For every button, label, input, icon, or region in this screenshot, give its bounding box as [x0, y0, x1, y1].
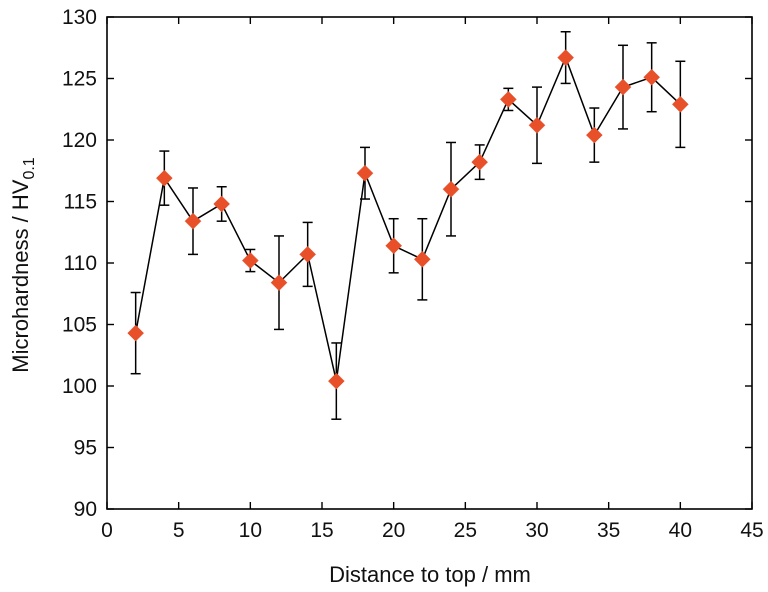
- data-point: [327, 372, 345, 390]
- y-axis-label-subscript: 0.1: [21, 157, 38, 179]
- axes: [106, 16, 753, 510]
- y-tick-label: 130: [62, 6, 97, 29]
- data-point: [155, 169, 173, 187]
- x-tick-label: 20: [382, 519, 405, 542]
- data-point: [671, 95, 689, 113]
- data-point: [270, 274, 288, 292]
- y-tick-label: 95: [74, 437, 97, 460]
- data-point: [557, 49, 575, 66]
- x-tick-label: 30: [525, 519, 548, 542]
- x-tick-label: 5: [173, 519, 185, 542]
- x-axis-label: Distance to top / mm: [329, 562, 531, 587]
- x-tick-label: 10: [239, 519, 262, 542]
- data-point: [643, 68, 661, 86]
- y-tick-label: 110: [64, 252, 97, 275]
- data-point: [471, 153, 489, 171]
- data-markers: [127, 49, 689, 390]
- data-point: [499, 91, 517, 108]
- data-point: [614, 78, 632, 96]
- plot-frame: [106, 16, 753, 510]
- y-tick-label: 125: [62, 68, 97, 91]
- y-tick-label: 115: [64, 191, 97, 214]
- x-tick-label: 35: [597, 519, 620, 542]
- data-point: [442, 180, 460, 198]
- y-tick-label: 120: [62, 129, 97, 152]
- y-tick-label: 105: [62, 314, 97, 337]
- y-axis-label-main: Microhardness / HV: [8, 179, 33, 373]
- ticks: 0 5 10 15 20 25 30 35 40 45 90 95 100 105 110 115 120 125…: [62, 6, 764, 542]
- x-tick-label: 45: [740, 519, 763, 542]
- data-point: [184, 212, 202, 230]
- x-tick-label: 25: [454, 519, 477, 542]
- x-tick-label: 40: [669, 519, 692, 542]
- series-polyline: [134, 55, 681, 382]
- data-point: [356, 164, 374, 182]
- series-line: [134, 55, 681, 382]
- data-point: [299, 246, 317, 263]
- error-bars: [130, 31, 686, 420]
- y-tick-label: 100: [62, 375, 97, 398]
- y-tick-label: 90: [74, 498, 97, 521]
- y-axis-label: Microhardness / HV0.1: [8, 157, 38, 373]
- x-tick-label: 15: [310, 519, 333, 542]
- data-point: [241, 252, 259, 269]
- data-point: [413, 250, 431, 268]
- x-tick-label: 0: [101, 519, 113, 542]
- data-point: [585, 126, 603, 144]
- data-point: [385, 237, 403, 255]
- data-point: [528, 116, 546, 134]
- data-point: [213, 195, 231, 213]
- data-point: [127, 324, 145, 342]
